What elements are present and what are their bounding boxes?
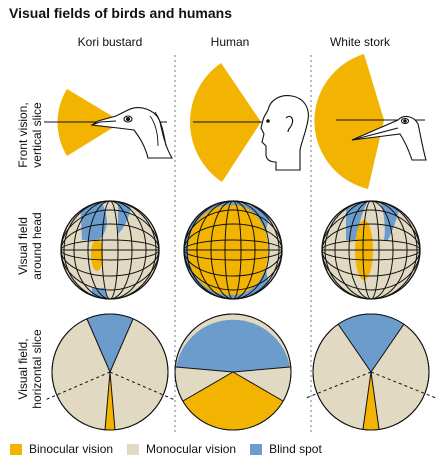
blind-spot-top xyxy=(80,201,107,240)
binocular-area xyxy=(91,239,103,271)
white-stork-front-vision xyxy=(314,54,427,189)
kori-bustard-front-vision xyxy=(44,89,173,159)
legend-swatch-monocular xyxy=(127,443,140,455)
legend-label-binocular: Binocular vision xyxy=(29,442,114,456)
white-stork-head-icon xyxy=(351,115,427,161)
column-header-kori-bustard: Kori bustard xyxy=(77,35,143,49)
blind-spot-sector xyxy=(338,313,404,372)
legend-label-monocular: Monocular vision xyxy=(146,442,237,456)
legend-item-blind-spot: Blind spot xyxy=(250,442,322,456)
page-title: Visual fields of birds and humans xyxy=(9,5,233,21)
binocular-sector xyxy=(183,372,283,430)
legend-item-monocular: Monocular vision xyxy=(127,442,236,456)
binocular-sector xyxy=(105,372,115,431)
legend-item-binocular: Binocular vision xyxy=(10,442,113,456)
human-head-icon xyxy=(260,95,309,171)
legend-swatch-binocular xyxy=(10,443,22,455)
binocular-wedge xyxy=(314,54,384,189)
blind-spot-sector xyxy=(87,314,133,372)
legend-swatch-blind-spot xyxy=(250,443,263,455)
blind-spot-top-right xyxy=(380,201,400,240)
human-horizontal-slice xyxy=(174,313,292,431)
legend-label-blind-spot: Blind spot xyxy=(269,442,322,456)
white-stork-horizontal-slice xyxy=(305,313,437,431)
human-front-vision xyxy=(190,63,309,182)
column-header-white-stork: White stork xyxy=(329,35,390,49)
column-header-human: Human xyxy=(210,35,250,49)
human-globe xyxy=(183,200,283,300)
legend: Binocular vision Monocular vision Blind … xyxy=(10,442,336,456)
white-stork-globe xyxy=(321,200,421,300)
binocular-sector xyxy=(363,372,379,430)
blind-spot-sector xyxy=(176,319,290,372)
kori-bustard-head-icon xyxy=(90,107,173,159)
kori-bustard-horizontal-slice xyxy=(44,313,176,431)
kori-bustard-globe xyxy=(60,200,160,300)
